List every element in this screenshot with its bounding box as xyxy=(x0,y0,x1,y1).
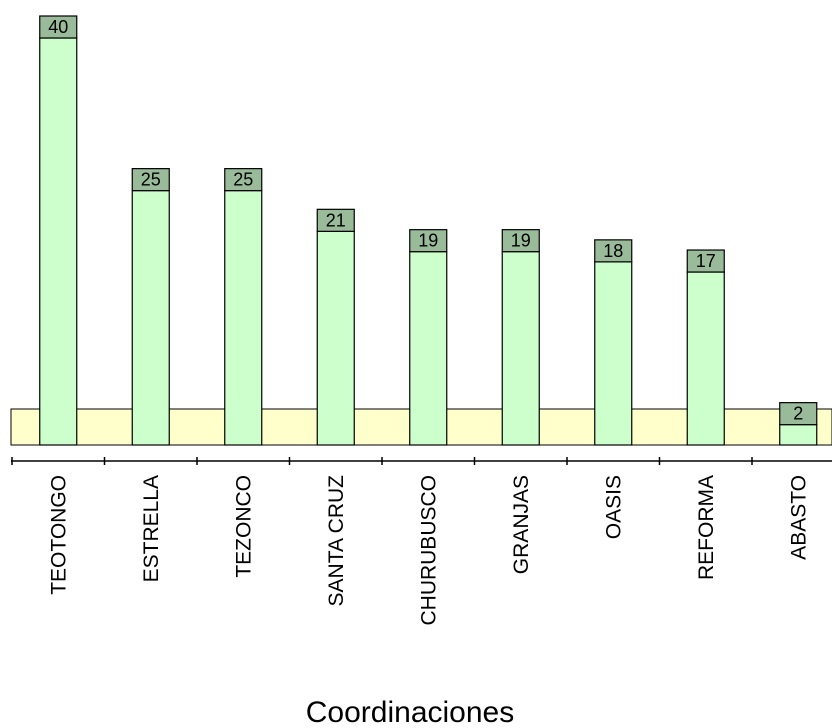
data-label-box xyxy=(39,15,78,39)
bar xyxy=(131,190,170,446)
data-label-box xyxy=(594,239,633,263)
x-tick-label: ESTRELLA xyxy=(140,475,163,582)
data-label-box xyxy=(224,168,263,192)
x-tick-label: SANTA CRUZ xyxy=(325,475,348,607)
x-tick-label: REFORMA xyxy=(695,475,718,580)
data-label: 25 xyxy=(233,170,253,190)
data-label: 25 xyxy=(141,170,161,190)
x-tick-label: TEOTONGO xyxy=(47,475,70,595)
bar xyxy=(316,230,355,446)
data-label-box xyxy=(779,402,818,426)
bar xyxy=(779,424,818,446)
x-tick-label: CHURUBUSCO xyxy=(417,475,440,626)
bar xyxy=(39,37,78,446)
data-label-box xyxy=(686,249,725,273)
bars-layer: 40 25 25 21 19 19 18 17 2 xyxy=(39,15,818,446)
data-label: 2 xyxy=(793,404,803,424)
x-tick-labels: TEOTONGO ESTRELLA TEZONCO SANTA CRUZ CHURUBU… xyxy=(47,475,810,626)
bar xyxy=(409,251,448,446)
data-label: 19 xyxy=(511,231,531,251)
x-axis-title: Coordinaciones xyxy=(306,696,514,728)
x-tick-label: TEZONCO xyxy=(232,475,255,578)
data-label-box xyxy=(409,229,448,253)
bar xyxy=(686,271,725,446)
bar xyxy=(224,190,263,446)
bar xyxy=(501,251,540,446)
data-label: 21 xyxy=(326,210,346,230)
data-label: 18 xyxy=(603,241,623,261)
x-tick-label: OASIS xyxy=(602,475,625,539)
data-label-box xyxy=(131,168,170,192)
data-label: 40 xyxy=(48,17,68,37)
data-label-box xyxy=(501,229,540,253)
data-label: 17 xyxy=(696,251,716,271)
data-label: 19 xyxy=(418,231,438,251)
x-axis xyxy=(11,457,832,465)
data-label-box xyxy=(316,208,355,232)
x-tick-label: GRANJAS xyxy=(510,475,533,574)
bar xyxy=(594,261,633,446)
x-tick-label: ABASTO xyxy=(787,475,810,560)
